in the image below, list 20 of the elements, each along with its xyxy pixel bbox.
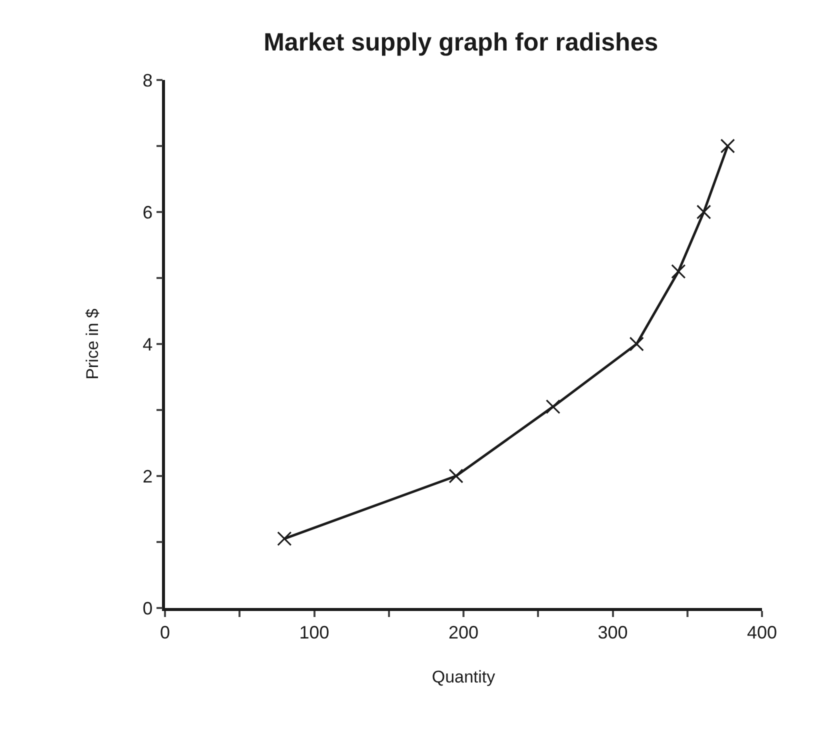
x-tick-label: 0 xyxy=(160,622,170,642)
y-tick-label: 0 xyxy=(142,598,153,618)
y-tick-label: 2 xyxy=(142,466,153,486)
x-tick-label: 100 xyxy=(299,622,330,642)
y-tick-label: 8 xyxy=(142,70,153,90)
point xyxy=(277,531,292,546)
x-tick-label: 200 xyxy=(448,622,479,642)
point xyxy=(629,336,644,352)
point xyxy=(696,204,712,220)
point xyxy=(448,468,464,484)
point xyxy=(671,264,686,279)
y-tick-label: 6 xyxy=(142,202,153,222)
x-tick-label: 300 xyxy=(598,622,628,642)
point xyxy=(720,138,735,154)
x-tick-label: 400 xyxy=(746,622,778,642)
point xyxy=(546,399,560,414)
y-tick-label: 4 xyxy=(142,334,153,354)
y-axis-title: Price in $ xyxy=(83,308,102,380)
chart-title: Market supply graph for radishes xyxy=(264,28,658,57)
x-axis-title: Quantity xyxy=(432,668,496,687)
